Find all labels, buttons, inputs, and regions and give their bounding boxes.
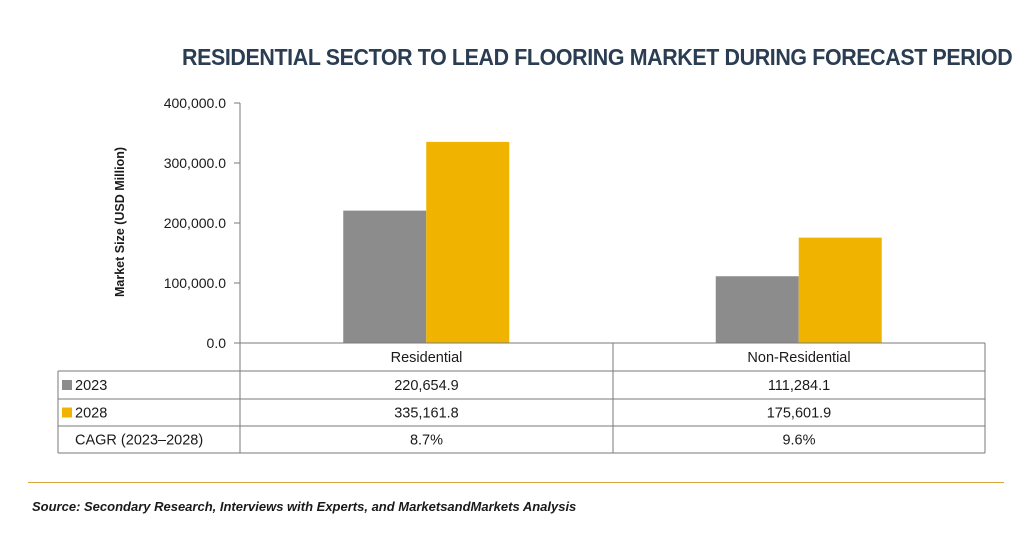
source-note: Source: Secondary Research, Interviews w… <box>32 499 577 514</box>
bar-2028-non-residential <box>798 237 882 343</box>
legend-swatch-2028 <box>62 407 72 418</box>
data-table: Residential Non-Residential 2023 220,654.9 1… <box>57 342 986 454</box>
legend-swatch-2023 <box>62 380 72 390</box>
data-label: 220,654.9 <box>394 378 459 394</box>
bar-2028-residential <box>426 141 510 343</box>
legend-label: 2023 <box>75 378 107 394</box>
cagr-label: CAGR (2023–2028) <box>75 433 203 449</box>
category-label: Residential <box>391 350 463 366</box>
cagr-value: 8.7% <box>410 433 443 449</box>
y-tick-label: 200,000.0 <box>164 215 226 231</box>
bars-layer <box>343 141 882 343</box>
y-tick-label: 400,000.0 <box>164 95 226 111</box>
chart: 0.0100,000.0200,000.0300,000.0400,000.0 … <box>57 95 986 454</box>
legend-label: 2028 <box>75 406 107 422</box>
y-tick-label: 0.0 <box>207 335 227 351</box>
bar-2023-non-residential <box>715 276 799 343</box>
chart-title: RESIDENTIAL SECTOR TO LEAD FLOORING MARK… <box>182 44 1013 70</box>
axes-layer: 0.0 100,000.0 200,000.0 300,000.0 400,000.0 <box>164 95 241 351</box>
source-divider <box>28 482 1004 483</box>
data-label: 111,284.1 <box>768 378 830 394</box>
data-label: 175,601.9 <box>767 406 832 422</box>
cagr-value: 9.6% <box>782 433 815 449</box>
y-tick-label: 300,000.0 <box>164 155 226 171</box>
category-label: Non-Residential <box>747 350 850 366</box>
y-axis-label: Market Size (USD Million) <box>113 147 127 297</box>
data-label: 335,161.8 <box>394 406 459 422</box>
y-tick-label: 100,000.0 <box>164 275 226 291</box>
bar-2023-residential <box>343 210 427 343</box>
